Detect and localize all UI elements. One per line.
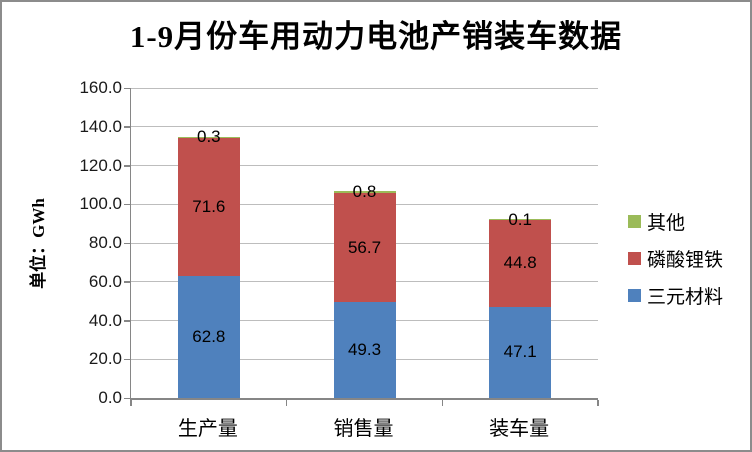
bar-segment	[489, 218, 552, 220]
y-axis-tick-label: 40.0	[88, 310, 122, 330]
legend-label: 磷酸锂铁	[647, 250, 724, 271]
x-axis-category-label: 生产量	[177, 418, 238, 440]
bar-segment	[489, 219, 552, 307]
x-axis-tick	[441, 400, 444, 406]
y-axis-tick	[124, 87, 130, 89]
y-axis-tick	[124, 203, 130, 206]
x-axis-tick	[597, 400, 599, 406]
y-axis-tick-label: 0.0	[98, 388, 122, 407]
y-axis-tick	[124, 242, 130, 244]
legend-item: 三元材料	[628, 277, 723, 314]
legend-label: 三元材料	[647, 287, 724, 308]
x-axis-tick	[130, 400, 132, 406]
bar-segment	[333, 192, 396, 303]
y-axis-title: 单位：GWh	[18, 88, 54, 398]
legend-item: 磷酸锂铁	[628, 240, 723, 277]
y-axis-tick-label: 100.0	[79, 194, 122, 214]
y-axis-tick	[124, 165, 130, 167]
legend-swatch	[628, 252, 641, 265]
bar-segment	[489, 306, 552, 398]
bar-segment	[177, 136, 240, 138]
legend-item: 其他	[628, 203, 723, 240]
y-axis-tick	[124, 397, 130, 399]
y-axis-tick-label: 120.0	[79, 155, 122, 175]
y-axis-title-text: 单位：GWh	[28, 197, 48, 289]
gridline	[131, 87, 598, 89]
y-axis-tick	[124, 320, 130, 322]
legend-swatch	[628, 289, 641, 302]
y-axis-tick	[124, 358, 130, 361]
bar-segment	[177, 137, 240, 277]
y-axis-tick-label: 160.0	[79, 78, 122, 97]
y-axis-tick-label: 20.0	[88, 349, 122, 369]
bar-segment	[333, 191, 396, 193]
y-axis-tick-label: 140.0	[79, 116, 122, 136]
x-axis-category-label: 销售量	[333, 418, 394, 440]
gridline	[131, 126, 598, 128]
legend-swatch	[628, 215, 641, 228]
bar-segment	[177, 276, 240, 398]
chart-title: 1-9月份车用动力电池产销装车数据	[129, 19, 623, 54]
legend-label: 其他	[647, 213, 686, 234]
y-axis-tick-label: 60.0	[88, 271, 122, 291]
x-axis-category-label: 装车量	[489, 418, 550, 440]
y-axis-tick	[124, 126, 130, 128]
y-axis-tick	[124, 281, 130, 283]
bar-segment	[333, 302, 396, 398]
x-axis-tick	[285, 400, 288, 406]
legend: 其他磷酸锂铁三元材料	[628, 203, 723, 314]
gridline	[131, 165, 598, 166]
y-axis-tick-label: 80.0	[88, 233, 122, 252]
plot-area: 62.8 71.6 0.3 49.3 56.7 0.8 47.1 44.8 0.1	[124, 87, 599, 406]
